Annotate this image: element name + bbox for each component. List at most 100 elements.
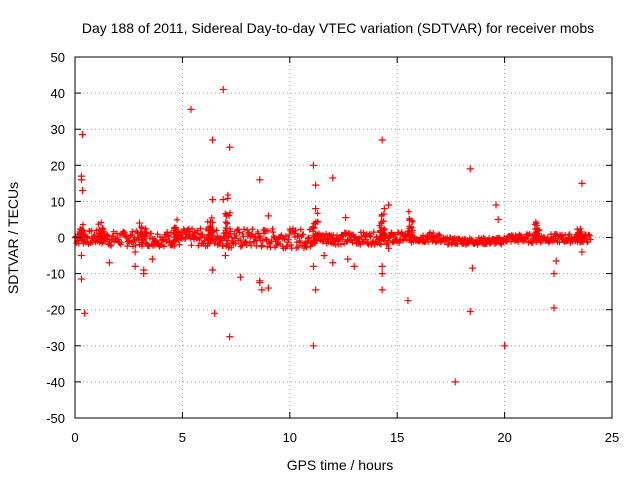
band-marker xyxy=(284,243,291,250)
band-marker xyxy=(201,237,208,244)
data-point xyxy=(256,279,264,287)
band-marker xyxy=(335,235,342,242)
x-tick-label: 20 xyxy=(497,430,511,445)
band-marker xyxy=(135,236,142,243)
band-marker xyxy=(242,238,249,245)
spike-marker xyxy=(205,232,212,239)
band-marker xyxy=(312,240,319,247)
band-marker xyxy=(278,232,285,239)
band-marker xyxy=(511,238,518,245)
band-marker xyxy=(115,236,122,243)
data-point xyxy=(226,333,234,341)
band-marker xyxy=(233,232,240,239)
spike-marker xyxy=(405,208,412,215)
spike-marker xyxy=(378,219,385,226)
band-marker xyxy=(258,243,265,250)
band-marker xyxy=(189,225,196,232)
spike-marker xyxy=(171,234,178,241)
band-marker xyxy=(566,231,573,238)
spike-marker xyxy=(407,237,414,244)
data-point xyxy=(208,196,216,204)
spike-marker xyxy=(574,226,581,233)
band-marker xyxy=(160,243,167,250)
spike-marker xyxy=(378,213,385,220)
data-point xyxy=(378,136,386,144)
band-marker xyxy=(436,231,443,238)
band-marker xyxy=(252,234,259,241)
band-marker xyxy=(213,227,220,234)
band-marker xyxy=(300,231,307,238)
band-marker xyxy=(232,240,239,247)
band-marker xyxy=(270,229,277,236)
spike-marker xyxy=(312,219,319,226)
spike-marker xyxy=(310,224,317,231)
spike-marker xyxy=(204,218,211,225)
y-tick-label: 40 xyxy=(51,86,65,101)
band-marker xyxy=(337,241,344,248)
spike-marker xyxy=(139,236,146,243)
y-axis-ticks: -50 -40 -30 -20 -10 0 10 20 30 40 50 xyxy=(46,50,612,426)
data-point xyxy=(77,275,85,283)
spike-marker xyxy=(406,236,413,243)
data-point xyxy=(552,257,560,265)
spike-marker xyxy=(207,236,214,243)
band-marker xyxy=(84,234,91,241)
band-marker xyxy=(164,232,171,239)
spike-marker xyxy=(377,229,384,236)
data-point xyxy=(79,131,87,139)
y-tick-label: -40 xyxy=(46,375,65,390)
band-marker xyxy=(376,240,383,247)
band-marker xyxy=(292,227,299,234)
spike-marker xyxy=(95,221,102,228)
band-marker xyxy=(242,238,249,245)
data-point xyxy=(342,214,350,222)
band-marker xyxy=(195,242,202,249)
band-marker xyxy=(253,242,260,249)
band-marker xyxy=(239,230,246,237)
spike-marker xyxy=(174,216,181,223)
spike-marker xyxy=(142,225,149,232)
data-point xyxy=(380,205,388,213)
data-point xyxy=(264,212,272,220)
band-marker xyxy=(204,242,211,249)
band-marker xyxy=(194,227,201,234)
band-marker xyxy=(196,235,203,242)
data-point xyxy=(494,215,502,223)
band-marker xyxy=(544,234,551,241)
data-point xyxy=(466,165,474,173)
band-marker xyxy=(264,227,271,234)
data-point xyxy=(258,286,266,294)
spike-marker xyxy=(77,231,84,238)
spike-marker xyxy=(533,225,540,232)
band-marker xyxy=(259,242,266,249)
band-marker xyxy=(248,242,255,249)
spike-marker xyxy=(208,214,215,221)
data-point xyxy=(404,297,412,305)
band-marker xyxy=(491,241,498,248)
data-point xyxy=(187,105,195,113)
y-tick-label: 50 xyxy=(51,50,65,65)
band-marker xyxy=(504,237,511,244)
band-marker xyxy=(228,244,235,251)
data-point xyxy=(140,270,148,278)
band-marker xyxy=(344,237,351,244)
spike-marker xyxy=(224,220,231,227)
data-point xyxy=(378,286,386,294)
band-marker xyxy=(166,237,173,244)
band-marker xyxy=(297,239,304,246)
data-point xyxy=(466,308,474,316)
spike-marker xyxy=(310,237,317,244)
band-marker xyxy=(306,234,313,241)
data-point xyxy=(219,85,227,93)
spike-marker xyxy=(311,233,318,240)
band-marker xyxy=(268,238,275,245)
band-marker xyxy=(468,236,475,243)
band-marker xyxy=(165,233,172,240)
spike-marker xyxy=(226,209,233,216)
spike-marker xyxy=(209,219,216,226)
band-marker xyxy=(228,234,235,241)
data-point xyxy=(312,286,320,294)
data-point xyxy=(208,266,216,274)
data-point xyxy=(135,219,143,227)
